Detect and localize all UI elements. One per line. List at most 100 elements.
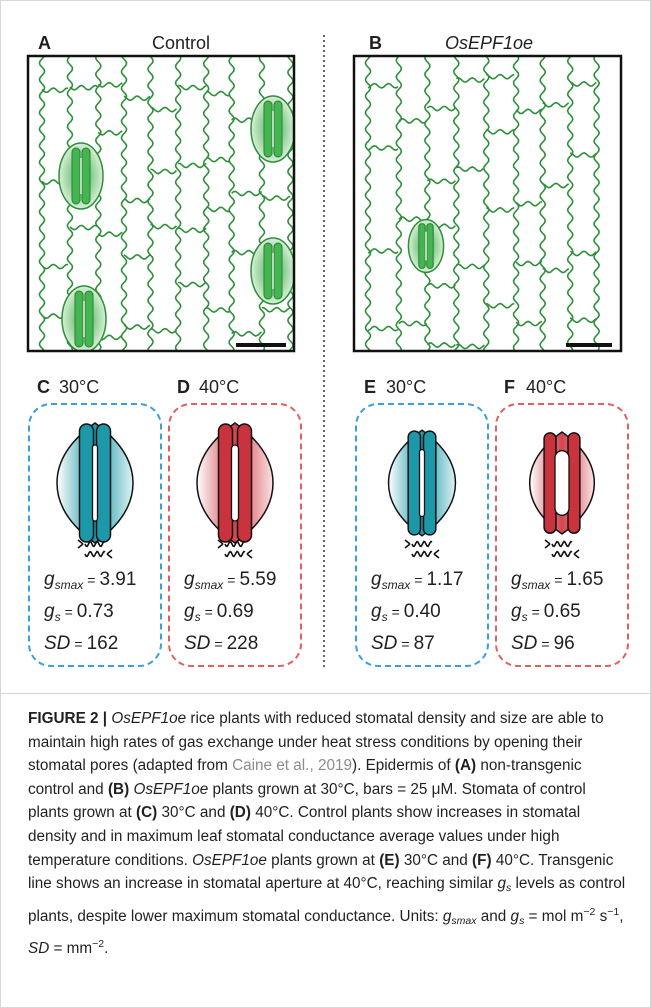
symbol: g [371, 569, 382, 590]
guard-cell [427, 224, 433, 269]
symbol: g [184, 601, 195, 622]
equals: = [74, 636, 82, 652]
value: 228 [227, 633, 259, 654]
cell-wall [427, 179, 455, 183]
caption-text: g [511, 908, 520, 925]
value: 96 [554, 633, 575, 654]
cell-wall [456, 78, 484, 82]
parameter: gsmax=3.91 [44, 569, 136, 592]
subscript: smax [55, 578, 85, 592]
value: 1.17 [426, 569, 463, 590]
gas-arrow [412, 552, 432, 557]
panel-title: OsEPF1oe [445, 33, 533, 53]
caption-text: g [498, 875, 507, 892]
cell-wall [516, 109, 542, 113]
guard-cell [568, 433, 580, 533]
guard-cell [264, 101, 272, 157]
epidermis [365, 51, 599, 355]
cell-wall [206, 308, 230, 312]
guard-cell [82, 148, 90, 204]
parameter: gs=0.65 [511, 601, 581, 624]
cell-wall [39, 51, 44, 355]
caption-text: SD [28, 940, 49, 957]
caption-text: −1 [607, 906, 619, 918]
cell-wall [516, 202, 542, 206]
pore [232, 445, 239, 521]
cell-wall [98, 232, 122, 236]
cell-wall [486, 304, 514, 308]
cell-wall [124, 96, 150, 100]
guard-cell [274, 101, 282, 157]
cell-wall [568, 51, 573, 355]
cell-wall [232, 332, 262, 336]
cell-wall [543, 268, 569, 272]
cell-wall [368, 249, 398, 253]
cell-wall [204, 51, 209, 355]
guard-cell [419, 224, 425, 269]
caption-text: plants grown at [267, 852, 379, 869]
cell-wall [486, 130, 514, 134]
panel-label: E [364, 377, 376, 397]
parameter: gs=0.73 [44, 601, 114, 624]
cell-wall [259, 51, 264, 355]
panel-label: F [504, 377, 515, 397]
caption-text: OsEPF1oe [111, 710, 186, 727]
cell-wall [70, 225, 98, 229]
symbol: SD [184, 633, 211, 654]
cell-wall [427, 107, 455, 111]
cell-wall [540, 51, 545, 355]
value: 162 [87, 633, 119, 654]
equals: = [554, 572, 562, 588]
symbol: SD [511, 633, 538, 654]
panel-title: Control [152, 33, 210, 53]
guard-cell [80, 424, 94, 542]
value: 0.65 [544, 601, 581, 622]
guard-cell [544, 433, 556, 533]
caption-text[interactable]: Caine et al., 2019 [232, 757, 352, 774]
caption-text: OsEPF1oe [192, 852, 267, 869]
pore [420, 450, 425, 517]
temperature: 30°C [386, 377, 426, 397]
cell-wall [42, 88, 68, 92]
gas-arrow [225, 552, 245, 557]
cell-wall [178, 163, 206, 167]
panel-label: A [38, 33, 51, 53]
value: 3.91 [99, 569, 136, 590]
cell-wall [425, 51, 430, 355]
cell-wall [124, 199, 150, 203]
symbol: g [371, 601, 382, 622]
equals: = [541, 636, 549, 652]
caption-text: ). Epidermis of [352, 757, 455, 774]
caption-text: = mm [49, 940, 92, 957]
pore [93, 445, 98, 521]
cell-wall [262, 196, 290, 200]
parameter: SD=162 [44, 633, 118, 654]
guard-cell [85, 291, 93, 347]
caption-text: 30°C and [157, 804, 229, 821]
figure: AControlBOsEPF1oeC30°Cgsmax=3.91gs=0.73S… [0, 0, 651, 1008]
pore [555, 451, 569, 516]
caption-text: (F) [472, 852, 492, 869]
cell-wall [368, 84, 398, 88]
gas-arrow [412, 542, 432, 547]
parameter: gsmax=1.17 [371, 569, 463, 592]
cell-wall [229, 51, 234, 355]
symbol: SD [371, 633, 398, 654]
panel-label: C [37, 377, 50, 397]
cell-wall [98, 83, 122, 87]
cell-wall [70, 86, 98, 90]
gas-arrow [552, 542, 572, 547]
cell-wall [427, 343, 455, 347]
subscript: s [382, 610, 388, 624]
subscript: smax [195, 578, 225, 592]
value: 0.73 [77, 601, 114, 622]
cell-wall [399, 119, 427, 123]
epidermis [39, 51, 295, 355]
cell-wall [570, 82, 596, 86]
cell-wall [396, 51, 401, 355]
cell-wall [150, 329, 176, 333]
parameter: gsmax=1.65 [511, 569, 603, 592]
cell-wall [176, 51, 181, 355]
subscript: smax [382, 578, 412, 592]
